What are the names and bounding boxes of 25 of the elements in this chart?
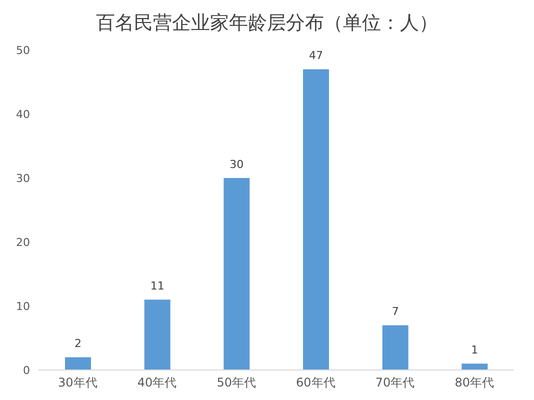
bar [462,364,488,370]
data-label: 11 [150,280,164,293]
chart-title: 百名民营企业家年龄层分布（单位：人） [95,11,439,36]
x-tick-label: 60年代 [296,376,336,390]
bar [303,69,329,370]
x-tick-label: 80年代 [454,376,494,390]
y-tick-label: 10 [16,300,30,313]
bar [224,178,250,370]
x-tick-label: 40年代 [137,376,177,390]
x-tick-label: 30年代 [58,376,98,390]
bar [144,300,170,370]
bar [65,357,91,370]
data-label: 1 [471,344,478,357]
data-label: 2 [74,337,82,350]
data-label: 30 [230,158,244,171]
y-tick-label: 40 [16,108,30,121]
y-tick-label: 30 [16,172,30,185]
data-label: 7 [392,305,399,318]
y-tick-label: 0 [23,364,30,377]
x-tick-label: 50年代 [216,376,256,390]
y-tick-label: 50 [16,44,30,57]
x-tick-label: 70年代 [375,376,415,390]
bar [382,325,408,370]
data-label: 47 [309,49,323,62]
y-tick-label: 20 [16,236,30,249]
